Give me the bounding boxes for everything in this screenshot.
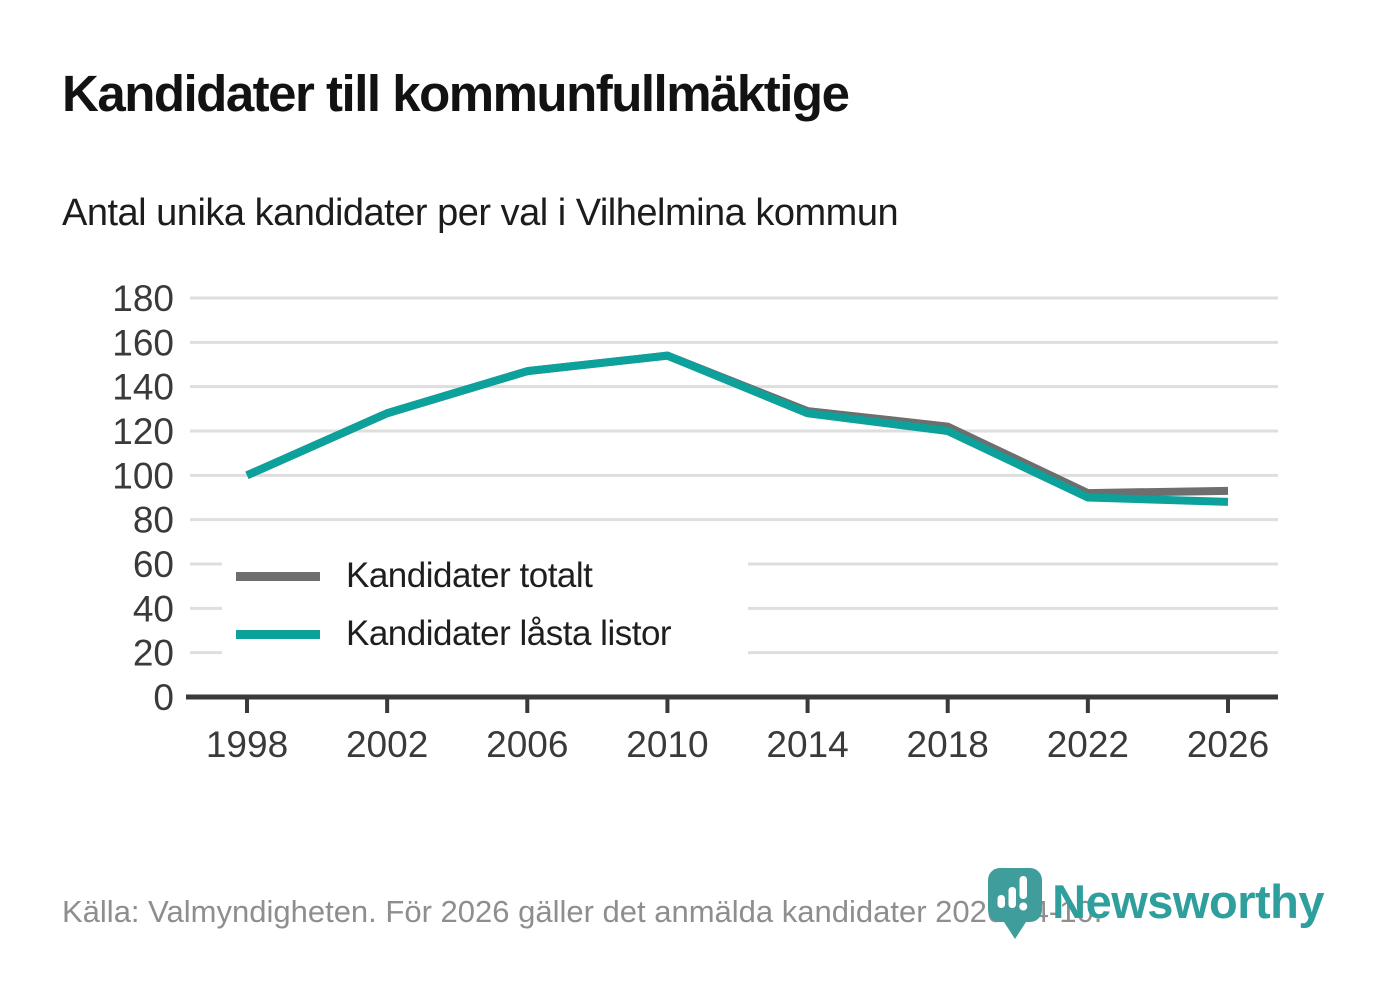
y-axis-label: 160 [112,322,174,363]
x-axis-label: 2026 [1187,724,1269,765]
x-axis-label: 2006 [486,724,568,765]
legend-swatch-lasta-listor [236,629,320,639]
y-axis-label: 40 [133,588,174,629]
newsworthy-wordmark: Newsworthy [1052,875,1324,928]
series-line-0 [245,351,1229,498]
y-axis-label: 140 [112,367,174,408]
x-axis-label: 2002 [346,724,428,765]
y-axis-label: 60 [133,544,174,585]
legend-swatch-totalt [236,571,320,581]
x-axis-label: 2010 [626,724,708,765]
x-axis-label: 2014 [766,724,848,765]
x-axis-labels: 1998 2002 2006 2010 2014 2018 2022 2026 [206,724,1269,765]
y-axis-label: 180 [112,278,174,319]
y-axis-label: 80 [133,500,174,541]
y-axis-label: 20 [133,633,174,674]
y-axis-label: 120 [112,411,174,452]
source-note: Källa: Valmyndigheten. För 2026 gäller d… [62,894,1103,929]
legend-item-totalt: Kandidater totalt [236,554,748,598]
legend-label-lasta-listor: Kandidater låsta listor [346,614,672,653]
y-axis-label: 100 [112,455,174,496]
page-title: Kandidater till kommunfullmäktige [62,65,850,122]
x-axis-label: 2022 [1047,724,1129,765]
legend-label-totalt: Kandidater totalt [346,556,593,595]
newsworthy-logo: Newsworthy [988,868,1324,946]
line-chart: 0 20 40 60 80 100 120 140 160 180 1998 2002 2006 2010… [0,270,1382,790]
legend: Kandidater totalt Kandidater låsta listo… [222,548,748,662]
y-axis-label: 0 [153,677,174,718]
x-axis-label: 1998 [206,724,288,765]
series-line-1 [245,351,1229,506]
newsworthy-pin-icon [988,868,1043,939]
x-axis-label: 2018 [907,724,989,765]
x-axis-ticks [245,697,1230,713]
legend-item-lasta-listor: Kandidater låsta listor [236,612,748,656]
chart-subtitle: Antal unika kandidater per val i Vilhelm… [62,192,899,234]
